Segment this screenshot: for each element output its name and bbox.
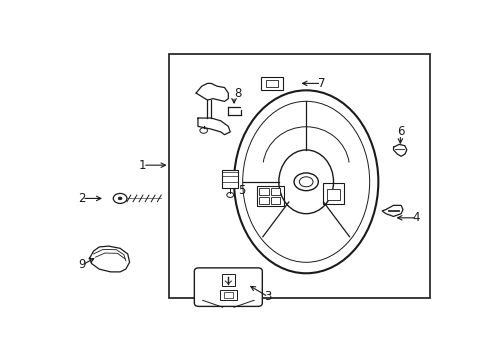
Bar — [260, 188, 269, 195]
Ellipse shape — [279, 150, 334, 214]
Bar — [261, 77, 283, 90]
Text: 6: 6 — [397, 125, 405, 138]
Text: 1: 1 — [139, 159, 147, 172]
Bar — [323, 183, 344, 204]
Text: 8: 8 — [234, 87, 242, 100]
Text: 5: 5 — [238, 184, 245, 197]
Bar — [257, 186, 284, 206]
Bar — [327, 189, 341, 200]
Bar — [271, 197, 280, 204]
Bar — [224, 292, 233, 298]
Bar — [260, 197, 269, 204]
Text: 3: 3 — [265, 290, 272, 303]
FancyBboxPatch shape — [195, 268, 262, 306]
Bar — [220, 290, 237, 301]
Bar — [266, 80, 278, 87]
Text: 7: 7 — [318, 77, 325, 90]
Bar — [170, 54, 430, 298]
Bar — [222, 170, 238, 188]
Bar — [271, 188, 280, 195]
Circle shape — [118, 197, 122, 200]
Text: 2: 2 — [78, 192, 86, 205]
Text: 9: 9 — [78, 258, 86, 271]
Text: 4: 4 — [413, 211, 420, 224]
Bar — [221, 274, 235, 286]
